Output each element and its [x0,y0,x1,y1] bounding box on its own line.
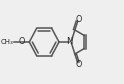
Text: N: N [66,37,72,47]
Text: O: O [75,60,82,69]
Text: CH₃: CH₃ [1,39,14,45]
Text: O: O [75,15,82,24]
Text: O: O [19,37,25,47]
